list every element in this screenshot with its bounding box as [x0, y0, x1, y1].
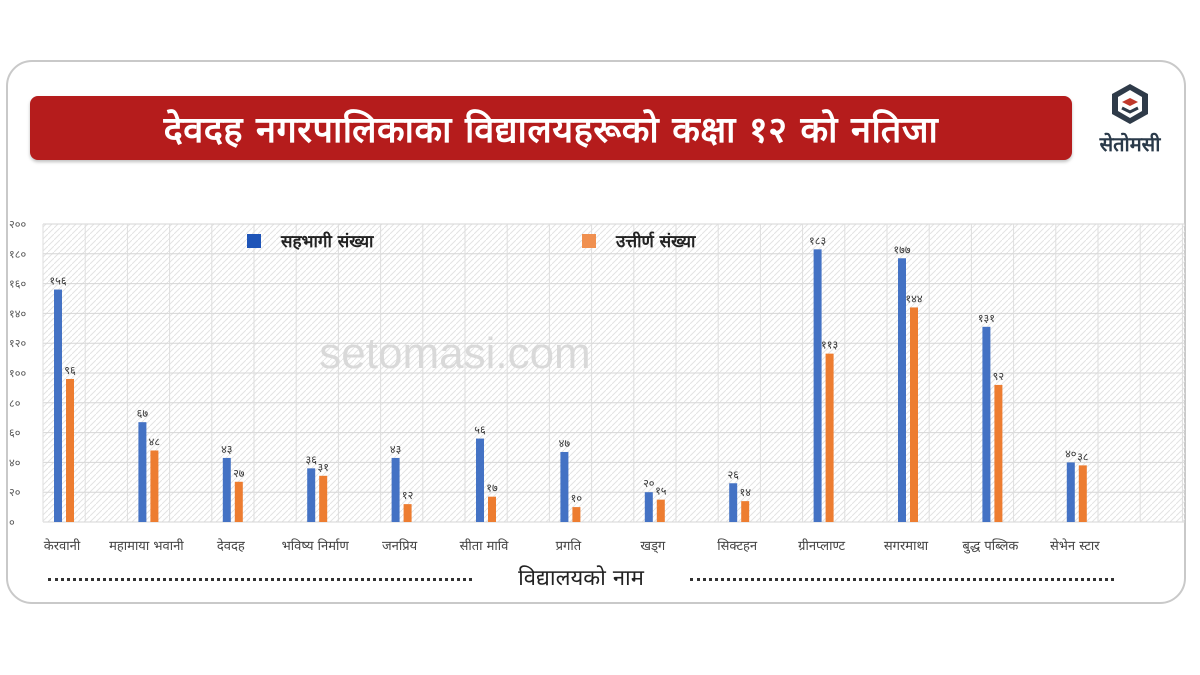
legend-swatch-passed	[582, 233, 596, 248]
y-tick-label: ८०	[9, 397, 21, 410]
y-tick-label: ०	[9, 516, 15, 529]
bar-passed	[66, 378, 74, 522]
y-tick-label: १००	[9, 367, 26, 380]
legend-label-passed: उत्तीर्ण संख्या	[616, 232, 696, 252]
bar-passed	[150, 450, 159, 522]
x-axis-title: विद्यालयको नाम	[476, 562, 686, 592]
logo-text: सेतोमसी	[1099, 132, 1161, 156]
bar-passed	[994, 384, 1003, 522]
x-tick-label: सिक्टहन	[717, 538, 758, 554]
bar-passed	[403, 504, 412, 522]
x-tick-label: प्रगति	[556, 538, 582, 554]
y-tick-label: २००	[9, 218, 26, 231]
data-label-participants: २६	[727, 468, 739, 481]
data-label-passed: ४८	[149, 435, 161, 448]
bar-participants	[476, 438, 484, 522]
data-label-passed: ११३	[821, 339, 838, 352]
data-label-participants: १८३	[809, 234, 826, 247]
data-label-participants: १३१	[978, 312, 995, 325]
bar-passed	[572, 507, 581, 522]
legend-swatch-participants	[247, 233, 261, 248]
bar-participants	[644, 492, 653, 522]
x-tick-label: केरवानी	[44, 538, 81, 554]
x-tick-label: महामाया भवानी	[109, 538, 184, 554]
bar-participants	[729, 483, 738, 522]
legend-label-participants: सहभागी संख्या	[281, 232, 374, 252]
data-label-passed: १५	[655, 485, 667, 498]
legend-item-passed: उत्तीर्ण संख्या	[582, 229, 695, 252]
x-tick-label: ग्रीनप्लाण्ट	[798, 538, 845, 554]
bar-participants	[898, 258, 906, 522]
bar-passed	[319, 475, 328, 522]
x-tick-label: सगरमाथा	[884, 539, 929, 554]
data-label-passed: १७	[486, 482, 498, 495]
bar-passed	[488, 496, 496, 522]
data-label-passed: ९२	[993, 370, 1004, 383]
data-label-participants: ६७	[137, 407, 149, 420]
bar-passed	[741, 501, 750, 522]
y-tick-label: १४०	[9, 307, 26, 320]
bar-passed	[910, 307, 918, 522]
x-tick-label: सेभेन स्टार	[1050, 538, 1100, 554]
bar-passed	[1078, 465, 1087, 522]
data-label-passed: १४	[739, 486, 751, 499]
bar-participants	[138, 422, 147, 522]
axis-title-divider-right	[690, 578, 1114, 581]
data-label-participants: ४३	[221, 443, 232, 456]
data-label-participants: १५६	[49, 275, 66, 288]
bars	[54, 249, 1087, 522]
bar-participants	[560, 451, 569, 522]
bar-participants	[982, 326, 991, 522]
bar-passed	[656, 499, 665, 522]
data-label-passed: २७	[233, 467, 245, 480]
bar-passed	[825, 353, 834, 522]
data-labels: १५६९६६७४८४३२७३६३१४३१२५६१७४७१०२०१५२६१४१८३…	[49, 234, 1088, 505]
data-label-passed: ९६	[64, 364, 76, 377]
legend-item-participants: सहभागी संख्या	[247, 229, 373, 252]
data-label-passed: ३८	[1077, 450, 1089, 463]
axis-title-divider-left	[48, 578, 472, 581]
data-label-participants: ५६	[474, 424, 486, 437]
data-label-participants: ४३	[390, 443, 401, 456]
watermark-text: setomasi.com	[319, 329, 590, 378]
data-label-passed: १०	[571, 492, 583, 505]
x-tick-label: खड्ग	[640, 539, 666, 554]
bar-participants	[1066, 462, 1075, 522]
y-tick-label: १८०	[9, 248, 26, 261]
bar-participants	[54, 289, 62, 522]
x-tick-label: बुद्ध पब्लिक	[962, 538, 1019, 554]
data-label-passed: १४४	[905, 292, 922, 305]
data-label-participants: २०	[643, 477, 655, 490]
x-tick-label: सीता मावि	[460, 538, 510, 554]
y-axis-ticks: ० २० ४० ६० ८० १०० १२० १४० १६० १८० २००	[9, 218, 26, 529]
bar-participants	[391, 457, 400, 522]
data-label-participants: १७७	[893, 243, 910, 256]
data-label-participants: ४७	[559, 437, 571, 450]
page-title: देवदह नगरपालिकाका विद्यालयहरूको कक्षा १२…	[163, 109, 939, 151]
data-label-participants: ३६	[305, 453, 317, 466]
y-tick-label: ६०	[9, 427, 21, 440]
y-tick-label: १६०	[9, 278, 26, 291]
y-tick-label: २०	[9, 486, 21, 499]
data-label-passed: १२	[402, 489, 413, 502]
bar-participants	[307, 468, 316, 522]
y-tick-label: ४०	[9, 456, 21, 469]
bar-passed	[234, 481, 243, 522]
setomasi-logo-icon	[1112, 84, 1148, 124]
data-label-passed: ३१	[317, 461, 328, 474]
x-axis-ticks: केरवानी महामाया भवानी देवदह भविष्य निर्माण ज…	[44, 538, 1101, 554]
data-label-participants: ४०	[1065, 447, 1077, 460]
x-tick-label: जनप्रिय	[382, 538, 418, 554]
x-tick-label: भविष्य निर्माण	[282, 538, 350, 554]
y-tick-label: १२०	[9, 337, 26, 350]
bar-participants	[222, 457, 231, 522]
title-banner: देवदह नगरपालिकाका विद्यालयहरूको कक्षा १२…	[30, 96, 1072, 160]
x-tick-label: देवदह	[217, 538, 246, 554]
bar-participants	[813, 249, 822, 522]
